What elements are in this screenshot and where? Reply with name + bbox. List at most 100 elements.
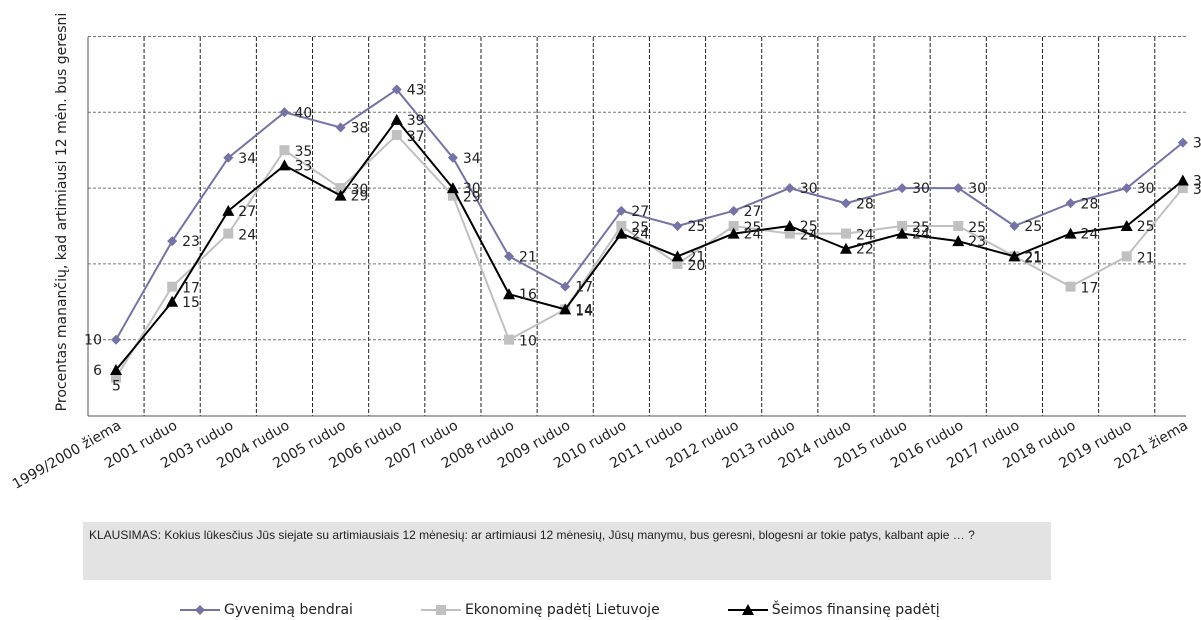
legend-label: Ekonominę padėtį Lietuvoje xyxy=(464,602,660,618)
data-label: 21 xyxy=(1024,249,1042,265)
data-point xyxy=(1177,183,1188,194)
data-label: 25 xyxy=(1137,219,1155,235)
data-point xyxy=(1121,183,1132,194)
data-label: 38 xyxy=(351,120,369,136)
data-point xyxy=(447,152,458,163)
data-point xyxy=(671,250,684,262)
square-marker-icon xyxy=(420,605,461,615)
data-point xyxy=(840,198,851,209)
data-point xyxy=(446,182,459,194)
data-point xyxy=(728,221,739,231)
legend-label: Gyvenimą bendrai xyxy=(224,602,353,618)
data-label: 10 xyxy=(84,333,102,349)
data-point xyxy=(391,130,402,141)
data-point xyxy=(223,228,234,239)
data-point xyxy=(390,113,403,125)
data-point xyxy=(897,183,908,194)
data-label: 14 xyxy=(575,303,593,319)
data-point xyxy=(952,235,965,247)
data-label: 29 xyxy=(351,189,369,205)
data-point xyxy=(559,303,572,315)
data-label: 28 xyxy=(1081,196,1099,212)
question-text: KLAUSIMAS: Kokius lūkesčius Jūs siejate … xyxy=(89,528,975,542)
data-label: 40 xyxy=(294,105,312,121)
data-point xyxy=(167,281,178,292)
data-point xyxy=(1065,198,1076,209)
data-label: 25 xyxy=(631,220,649,236)
data-point xyxy=(334,189,347,201)
data-point xyxy=(672,221,683,231)
series-line xyxy=(115,88,1184,341)
data-point xyxy=(1008,250,1021,262)
data-label: 31 xyxy=(1193,174,1201,190)
grid-lines xyxy=(88,36,1186,416)
data-label: 30 xyxy=(1137,181,1155,197)
data-point xyxy=(1176,174,1189,186)
data-point xyxy=(1121,251,1132,262)
data-point xyxy=(615,227,628,239)
y-axis-label: Procentas manančių, kad artimiausi 12 mė… xyxy=(54,13,70,412)
data-label: 22 xyxy=(856,242,874,258)
data-label: 24 xyxy=(744,227,762,243)
data-label: 24 xyxy=(912,227,930,243)
axes xyxy=(87,37,1186,417)
data-point xyxy=(111,372,121,383)
data-label: 23 xyxy=(182,234,200,250)
data-label: 34 xyxy=(238,151,256,167)
data-label: 30 xyxy=(351,182,369,198)
data-point xyxy=(784,228,795,239)
data-point xyxy=(166,295,179,307)
data-label: 25 xyxy=(1024,219,1042,235)
data-point xyxy=(223,152,234,163)
data-point xyxy=(672,258,683,269)
data-point xyxy=(167,236,178,247)
data-point xyxy=(447,190,458,201)
data-label: 10 xyxy=(519,334,537,350)
data-label: 30 xyxy=(912,181,930,197)
data-point xyxy=(335,122,346,133)
data-label: 17 xyxy=(1081,281,1099,297)
data-label: 14 xyxy=(575,302,593,318)
data-point xyxy=(896,227,909,239)
data-point xyxy=(1009,221,1020,231)
data-point xyxy=(839,242,852,254)
data-label: 24 xyxy=(800,228,818,244)
series-line xyxy=(115,118,1184,371)
data-label: 27 xyxy=(631,204,649,220)
data-point xyxy=(840,228,851,239)
data-label: 39 xyxy=(407,113,425,129)
data-label: 25 xyxy=(800,219,818,235)
data-label: 24 xyxy=(631,227,649,243)
data-point xyxy=(335,183,346,194)
data-label: 29 xyxy=(463,190,481,206)
legend-item-gyvenima: Gyvenimą bendrai xyxy=(180,602,353,618)
data-point xyxy=(110,364,122,376)
data-label: 30 xyxy=(463,181,481,197)
data-point xyxy=(953,221,964,231)
question-box: KLAUSIMAS: Kokius lūkesčius Jūs siejate … xyxy=(83,522,1051,580)
data-point xyxy=(1120,220,1133,231)
data-label: 33 xyxy=(294,158,312,174)
data-point xyxy=(111,334,121,345)
data-point xyxy=(1064,227,1077,239)
data-point xyxy=(616,205,627,216)
data-point xyxy=(783,220,796,231)
data-label: 21 xyxy=(688,249,706,265)
data-label: 30 xyxy=(968,181,986,197)
data-label: 43 xyxy=(407,83,425,99)
data-label: 25 xyxy=(688,219,706,235)
data-label: 5 xyxy=(112,379,121,395)
data-point xyxy=(1177,137,1188,148)
series-lines xyxy=(110,84,1189,383)
data-label: 30 xyxy=(800,181,818,197)
legend-item-ekonomine: Ekonominę padėtį Lietuvoje xyxy=(420,602,660,618)
data-label: 17 xyxy=(575,280,593,296)
data-label: 21 xyxy=(1137,250,1155,266)
data-label: 15 xyxy=(182,295,200,311)
data-point xyxy=(504,334,515,345)
data-label: 28 xyxy=(856,196,874,212)
data-label: 24 xyxy=(1081,227,1099,243)
data-label: 23 xyxy=(968,234,986,250)
legend: Gyvenimą bendrai Ekonominę padėtį Lietuv… xyxy=(180,600,940,620)
